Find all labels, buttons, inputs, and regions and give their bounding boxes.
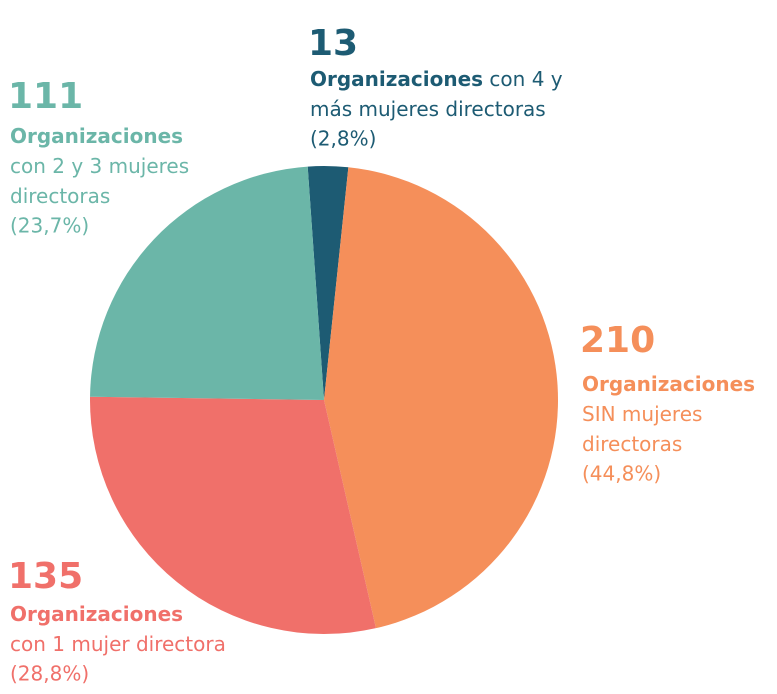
label-text: directoras [582, 432, 682, 456]
count-label: 210 [580, 320, 655, 361]
slice-label: Organizaciones [582, 372, 755, 396]
label-text: con 1 mujer directora [10, 632, 226, 656]
lead-label: Organizaciones [10, 602, 183, 626]
count-label: 135 [8, 556, 83, 597]
slice-label: más mujeres directoras [310, 97, 546, 121]
slice-label: directoras [582, 432, 682, 456]
percent-label: (2,8%) [310, 127, 376, 151]
lead-label: Organizaciones [582, 372, 755, 396]
pie-slice [324, 167, 559, 629]
label-text: directoras [10, 184, 110, 208]
count-label: 111 [8, 76, 83, 117]
label-text: con 4 y [483, 67, 563, 91]
pie-slice [90, 396, 376, 634]
pie-slice [90, 166, 324, 400]
slice-label: Organizaciones [10, 602, 183, 626]
slice-label: Organizaciones con 4 y [310, 67, 563, 91]
slice-label: SIN mujeres [582, 402, 702, 426]
percent-label: (44,8%) [582, 462, 661, 486]
label-text: SIN mujeres [582, 402, 702, 426]
slice-label: directoras [10, 184, 110, 208]
lead-label: Organizaciones [310, 67, 483, 91]
slice-label: con 1 mujer directora [10, 632, 226, 656]
count-label: 13 [308, 23, 358, 64]
pie-slice [307, 166, 349, 400]
slice-label: con 2 y 3 mujeres [10, 154, 189, 178]
slice-label: Organizaciones [10, 124, 183, 148]
label-text: más mujeres directoras [310, 97, 546, 121]
percent-label: (28,8%) [10, 662, 89, 686]
label-text: con 2 y 3 mujeres [10, 154, 189, 178]
lead-label: Organizaciones [10, 124, 183, 148]
percent-label: (23,7%) [10, 214, 89, 238]
